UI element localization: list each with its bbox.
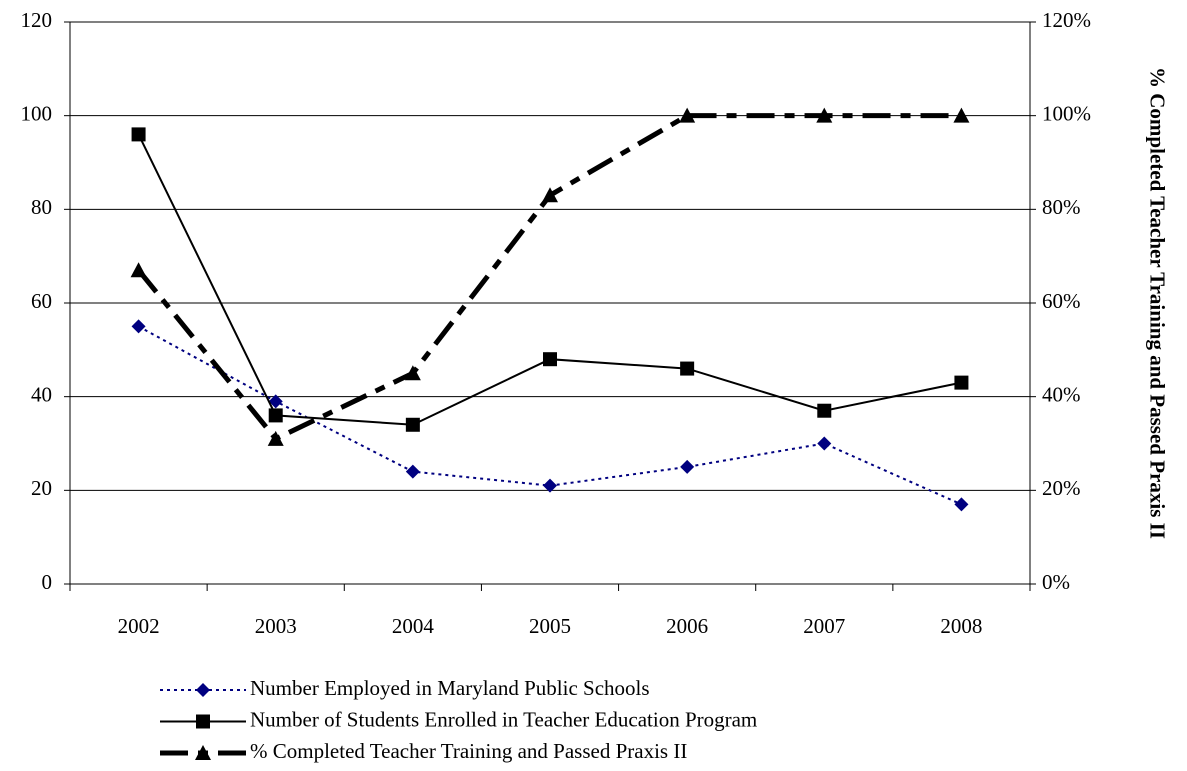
y2-tick-label: 60% [1042,289,1081,313]
y-tick-label: 120 [21,8,53,32]
legend-label: % Completed Teacher Training and Passed … [250,739,687,763]
point [679,107,696,123]
point [405,464,420,479]
point [543,478,557,493]
point [131,319,146,334]
series-line [136,113,962,442]
y2-tick-label: 120% [1042,8,1091,32]
x-tick-label: 2003 [255,614,297,638]
point [130,262,147,278]
legend-marker [196,683,210,697]
point [268,408,283,423]
point [680,361,695,376]
y2-tick-label: 0% [1042,570,1070,594]
x-tick-label: 2005 [529,614,571,638]
x-tick-label: 2008 [940,614,982,638]
y2-tick-label: 20% [1042,476,1081,500]
y2-axis-label: % Completed Teacher Training and Passed … [1145,67,1170,539]
y-tick-label: 60 [31,289,52,313]
y2-tick-label: 80% [1042,195,1081,219]
point [404,365,421,381]
point [268,394,283,409]
legend-marker [195,745,211,760]
point [405,417,420,432]
point [131,127,146,142]
point [680,459,695,474]
x-tick-label: 2007 [803,614,845,638]
y-tick-label: 40 [31,382,52,406]
y-tick-label: 80 [31,195,52,219]
point [953,107,970,123]
point [543,352,557,367]
y-tick-label: 0 [42,570,53,594]
legend-label: Number Employed in Maryland Public Schoo… [250,676,650,700]
point [954,375,969,390]
x-tick-label: 2004 [392,614,435,638]
y2-tick-label: 40% [1042,382,1081,406]
legend-marker [196,714,210,729]
x-tick-label: 2006 [666,614,708,638]
point [817,436,832,451]
point [816,107,833,123]
y-tick-label: 20 [31,476,52,500]
point [954,497,969,512]
x-tick-label: 2002 [118,614,160,638]
y-tick-label: 100 [21,101,53,125]
point [267,430,284,446]
legend-label: Number of Students Enrolled in Teacher E… [250,707,757,731]
point [817,403,832,418]
y2-tick-label: 100% [1042,101,1091,125]
point [542,187,558,203]
series-line [137,133,962,426]
